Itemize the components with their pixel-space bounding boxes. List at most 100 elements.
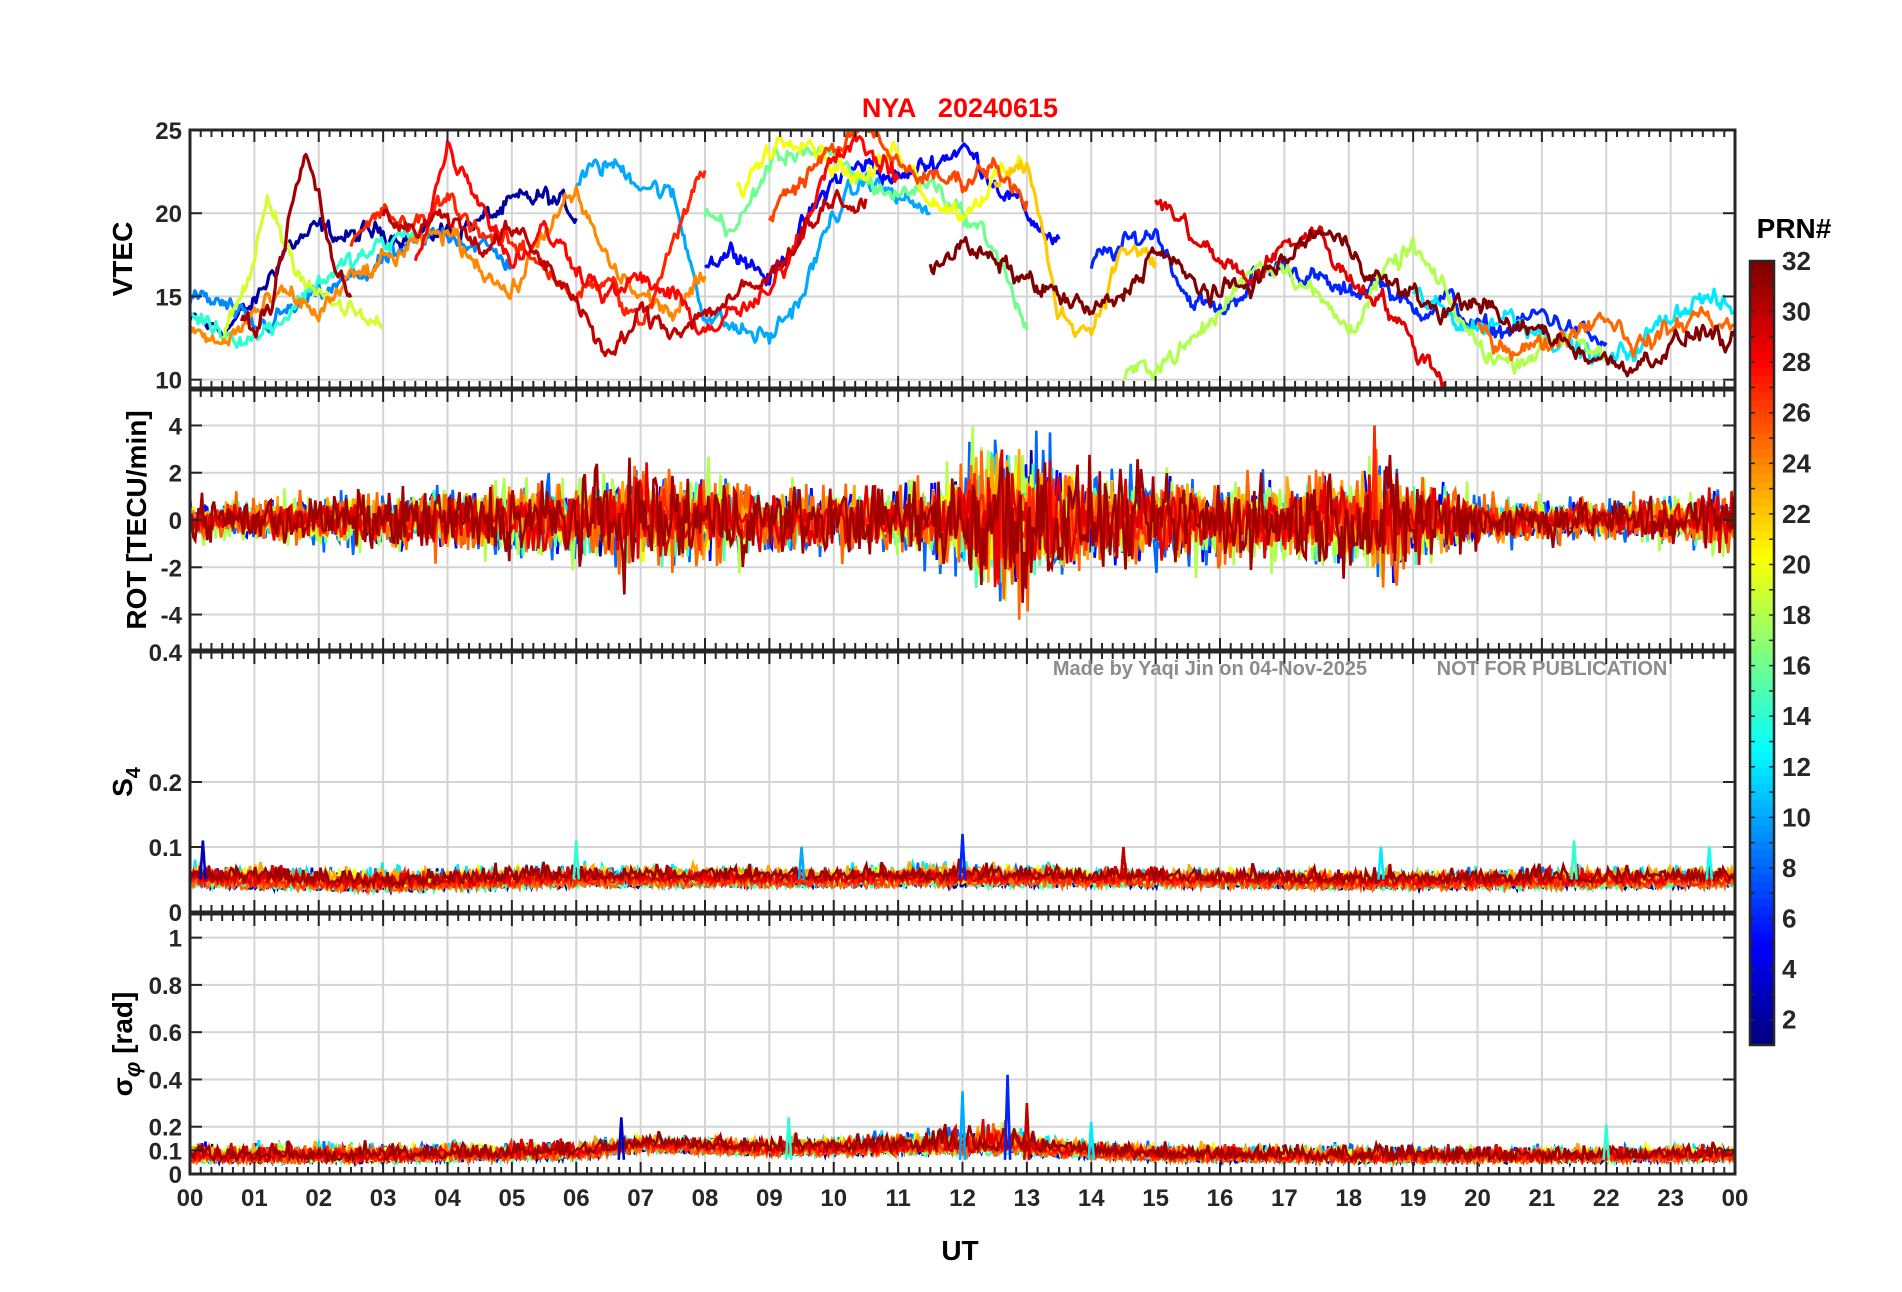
vtec-ticks: 10 15 20 25 [155, 118, 1736, 395]
x-tick-label: 23 [1657, 1185, 1684, 1212]
sigma_phi-ytick-label: 0.8 [149, 973, 182, 1000]
x-tick-label: 20 [1464, 1185, 1491, 1212]
colorbar-band [1750, 367, 1774, 376]
colorbar-band [1750, 359, 1774, 368]
colorbar-band [1750, 816, 1774, 826]
colorbar-band [1750, 595, 1774, 605]
colorbar-band [1750, 938, 1774, 948]
colorbar-band [1750, 604, 1774, 613]
colorbar-band [1750, 342, 1774, 352]
vtec-line-prn-22 [993, 159, 1158, 339]
sigma_phi-peak [1023, 1103, 1031, 1160]
colorbar-tick-label: 16 [1782, 651, 1811, 681]
colorbar-band [1750, 914, 1774, 924]
x-tick-label: 18 [1335, 1185, 1362, 1212]
colorbar-band [1750, 334, 1774, 344]
rot-ytick-label: 2 [169, 461, 182, 488]
colorbar-frame [1748, 259, 1776, 1047]
colorbar-band [1750, 530, 1774, 540]
x-tick-label: 22 [1593, 1185, 1620, 1212]
x-tick-label: 08 [692, 1185, 719, 1212]
colorbar-band [1750, 955, 1774, 964]
colorbar-band [1750, 898, 1774, 907]
colorbar-band [1750, 775, 1774, 785]
sigma_phi-ytick-label: 0 [169, 1162, 182, 1189]
vtec-line-prn-2 [190, 185, 578, 342]
colorbar-band [1750, 661, 1774, 670]
sigma_phi-peak [1003, 1074, 1012, 1160]
colorbar-band [1750, 653, 1774, 662]
colorbar-band [1750, 930, 1774, 940]
colorbar-band [1750, 710, 1774, 719]
colorbar-band [1750, 881, 1774, 891]
colorbar-band [1750, 383, 1774, 393]
colorbar-band [1750, 391, 1774, 401]
colorbar-band [1750, 293, 1774, 303]
colorbar-band [1750, 865, 1774, 875]
colorbar-band [1750, 669, 1774, 679]
rot-ytick-label: 4 [169, 413, 183, 440]
x-tick-label: 00 [1722, 1185, 1749, 1212]
panel-rot: -4 -2 0 2 4 ROT [TECU/min] [121, 388, 1737, 652]
vtec-line-prn-28 [413, 134, 900, 336]
panel-sigma_phi: 00.10.2 0.4 0.6 0.8 1 σφ [rad] [107, 912, 1737, 1189]
colorbar-band [1750, 473, 1774, 483]
colorbar-band [1750, 987, 1774, 997]
x-tick-label: 02 [305, 1185, 332, 1212]
s4-peak [1377, 846, 1385, 880]
colorbar-tick-label: 10 [1782, 802, 1811, 832]
colorbar-band [1750, 644, 1774, 654]
s4-ytick-label: 0.4 [149, 640, 183, 667]
colorbar-band [1750, 538, 1774, 548]
x-tick-label: 11 [885, 1185, 910, 1212]
vtec-line-prn-32 [928, 228, 1735, 378]
colorbar-band [1750, 685, 1774, 695]
vtec-data [190, 130, 1735, 388]
colorbar-title: PRN# [1757, 213, 1832, 244]
colorbar-band [1750, 979, 1774, 989]
colorbar-band [1750, 310, 1774, 319]
colorbar-tick-label: 32 [1782, 246, 1811, 276]
colorbar-band [1750, 677, 1774, 687]
sigma_phi-peak [617, 1117, 626, 1160]
s4-ytick-label: 0.2 [149, 770, 182, 797]
rot-ticks: -4 -2 0 2 4 [161, 390, 1736, 650]
colorbar-band [1750, 514, 1774, 523]
colorbar-band [1750, 448, 1774, 458]
x-tick-label: 01 [241, 1185, 268, 1212]
s4-y-axis-label: S4 [107, 766, 145, 797]
sigma_phi-ytick-label: 0.2 [149, 1115, 182, 1142]
colorbar-band [1750, 399, 1774, 409]
sigma_phi-peak [958, 1091, 967, 1160]
colorbar-band [1750, 783, 1774, 793]
colorbar-band [1750, 1028, 1774, 1038]
colorbar-band [1750, 350, 1774, 360]
s4-ticks: 0 0.1 0.2 0.4 [149, 640, 1736, 927]
colorbar-band [1750, 563, 1774, 572]
vtec-line-prn-31 [239, 152, 353, 339]
x-tick-label: 17 [1271, 1185, 1298, 1212]
s4-peak [797, 846, 806, 880]
colorbar-band [1750, 857, 1774, 866]
vtec-y-axis-label: VTEC [107, 222, 138, 297]
colorbar-tick-label: 30 [1782, 297, 1811, 327]
colorbar-band [1750, 963, 1774, 973]
s4-peak [1570, 840, 1578, 880]
watermark-notice: NOT FOR PUBLICATION [1437, 658, 1668, 680]
sigma_phi-ytick-label: 1 [169, 926, 182, 953]
colorbar-band [1750, 849, 1774, 858]
sigma_phi-ytick-label: 0.4 [149, 1067, 183, 1094]
panel-s4: 0 0.1 0.2 0.4 S4 [107, 640, 1737, 927]
colorbar-band [1750, 424, 1774, 434]
s4-data [190, 833, 1735, 897]
rot-ytick-label: -4 [161, 603, 183, 630]
colorbar-band [1750, 832, 1774, 842]
rot-line-prn-31 [190, 454, 1735, 603]
rot-spike-prn-27 [1371, 425, 1378, 521]
x-tick-labels: 00 01 02 03 04 05 06 07 08 09 10 11 12 13 14 15 16 17 18 19… [177, 1185, 1749, 1212]
rot-ytick-label: 0 [169, 508, 182, 535]
vtec-line-prn-25 [1476, 305, 1735, 362]
colorbar-band [1750, 326, 1774, 336]
